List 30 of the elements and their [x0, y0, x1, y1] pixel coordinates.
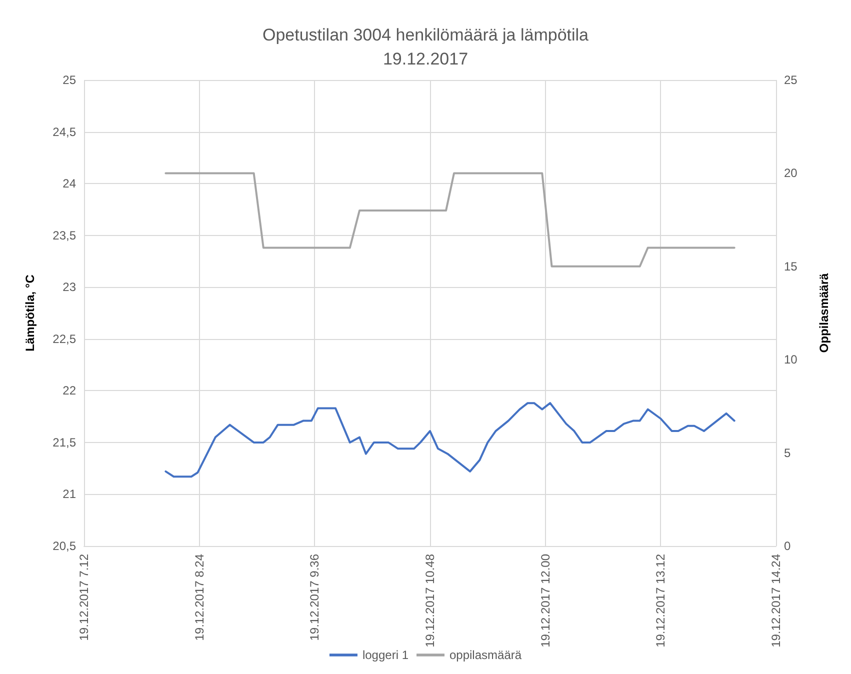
x-tick-label: 19.12.2017 14.24 — [769, 554, 783, 648]
y-tick-label: 24 — [62, 176, 76, 191]
x-tick-label: 19.12.2017 10.48 — [423, 554, 437, 648]
y2-axis-title: Oppilasmäärä — [817, 272, 831, 353]
x-tick-label: 19.12.2017 12.00 — [538, 554, 552, 648]
y-axis-title: Lämpötila, °C — [23, 274, 37, 352]
y2-tick-label: 10 — [784, 352, 798, 367]
y-tick-label: 21 — [62, 487, 76, 502]
line-series — [164, 172, 736, 268]
line-series — [164, 402, 736, 478]
y2-tick-label: 15 — [784, 259, 798, 274]
y-tick-label: 23,5 — [52, 228, 76, 242]
legend-label: oppilasmäärä — [449, 648, 522, 662]
y-tick-label: 20,5 — [52, 539, 76, 553]
legend-label: loggeri 1 — [362, 648, 409, 662]
x-tick-label: 19.12.2017 8.24 — [192, 554, 206, 641]
y-tick-label: 25 — [62, 73, 76, 87]
y2-tick-label: 25 — [784, 73, 798, 87]
x-tick-label: 19.12.2017 7.12 — [77, 554, 91, 641]
chart-title: Opetustilan 3004 henkilömäärä ja lämpötila 19.12.2017 — [262, 26, 590, 68]
y2-tick-label: 5 — [784, 446, 791, 460]
x-tick-label: 19.12.2017 9.36 — [308, 554, 322, 641]
y-tick-label: 22 — [62, 384, 76, 398]
y-tick-label: 24,5 — [52, 124, 76, 139]
y2-tick-label: 0 — [784, 539, 791, 553]
x-tick-label: 19.12.2017 13.12 — [654, 554, 668, 648]
y-tick-label: 22,5 — [52, 332, 76, 346]
y2-tick-label: 20 — [784, 166, 798, 180]
y-tick-label: 21,5 — [52, 435, 76, 450]
y-tick-label: 23 — [62, 280, 76, 294]
